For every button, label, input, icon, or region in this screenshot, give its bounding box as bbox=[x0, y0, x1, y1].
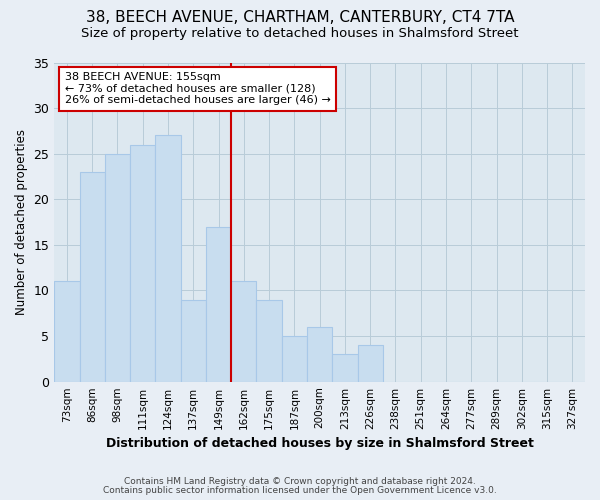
Text: Contains public sector information licensed under the Open Government Licence v3: Contains public sector information licen… bbox=[103, 486, 497, 495]
Bar bbox=[206, 226, 231, 382]
Bar bbox=[105, 154, 130, 382]
Bar bbox=[231, 282, 256, 382]
Text: Contains HM Land Registry data © Crown copyright and database right 2024.: Contains HM Land Registry data © Crown c… bbox=[124, 477, 476, 486]
Bar bbox=[80, 172, 105, 382]
Bar bbox=[307, 327, 332, 382]
Bar bbox=[358, 345, 383, 382]
Y-axis label: Number of detached properties: Number of detached properties bbox=[15, 129, 28, 315]
Bar bbox=[130, 144, 155, 382]
Bar bbox=[282, 336, 307, 382]
Bar bbox=[54, 282, 80, 382]
Bar bbox=[181, 300, 206, 382]
Text: Size of property relative to detached houses in Shalmsford Street: Size of property relative to detached ho… bbox=[81, 28, 519, 40]
Bar bbox=[256, 300, 282, 382]
Bar bbox=[155, 136, 181, 382]
Text: 38, BEECH AVENUE, CHARTHAM, CANTERBURY, CT4 7TA: 38, BEECH AVENUE, CHARTHAM, CANTERBURY, … bbox=[86, 10, 514, 25]
Bar bbox=[332, 354, 358, 382]
Text: 38 BEECH AVENUE: 155sqm
← 73% of detached houses are smaller (128)
26% of semi-d: 38 BEECH AVENUE: 155sqm ← 73% of detache… bbox=[65, 72, 331, 106]
X-axis label: Distribution of detached houses by size in Shalmsford Street: Distribution of detached houses by size … bbox=[106, 437, 533, 450]
